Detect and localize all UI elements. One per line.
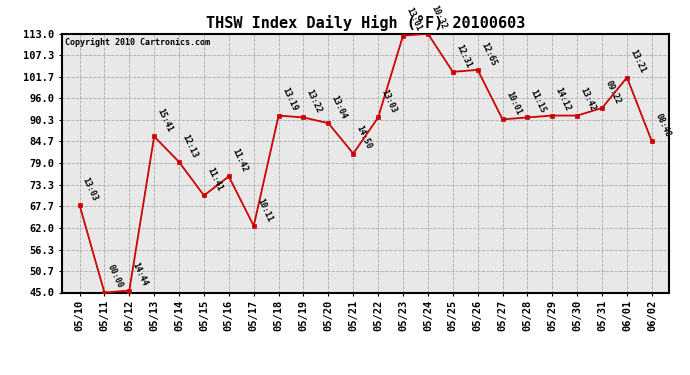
Text: 11:15: 11:15	[529, 88, 548, 115]
Title: THSW Index Daily High (°F) 20100603: THSW Index Daily High (°F) 20100603	[206, 15, 525, 31]
Text: 12:65: 12:65	[479, 40, 497, 67]
Text: 08:48: 08:48	[653, 112, 672, 139]
Text: 11:42: 11:42	[230, 147, 249, 174]
Text: 12:31: 12:31	[454, 42, 473, 69]
Text: 13:19: 13:19	[280, 86, 299, 113]
Text: 09:22: 09:22	[604, 79, 622, 105]
Text: 00:00: 00:00	[106, 263, 124, 290]
Text: 13:22: 13:22	[305, 88, 324, 115]
Text: Copyright 2010 Cartronics.com: Copyright 2010 Cartronics.com	[65, 38, 210, 46]
Text: 10:11: 10:11	[255, 196, 274, 223]
Text: 13:01: 13:01	[404, 6, 423, 33]
Text: 11:41: 11:41	[206, 166, 224, 193]
Text: 13:04: 13:04	[330, 94, 348, 120]
Text: 14:50: 14:50	[355, 124, 373, 151]
Text: 10:32: 10:32	[429, 4, 448, 31]
Text: 14:12: 14:12	[554, 86, 573, 113]
Text: 15:41: 15:41	[155, 107, 175, 134]
Text: 13:42: 13:42	[579, 86, 598, 113]
Text: 14:44: 14:44	[130, 261, 150, 288]
Text: 13:21: 13:21	[629, 48, 647, 75]
Text: 13:03: 13:03	[380, 88, 398, 115]
Text: 13:03: 13:03	[81, 176, 99, 202]
Text: 12:13: 12:13	[181, 133, 199, 159]
Text: 10:01: 10:01	[504, 90, 523, 117]
